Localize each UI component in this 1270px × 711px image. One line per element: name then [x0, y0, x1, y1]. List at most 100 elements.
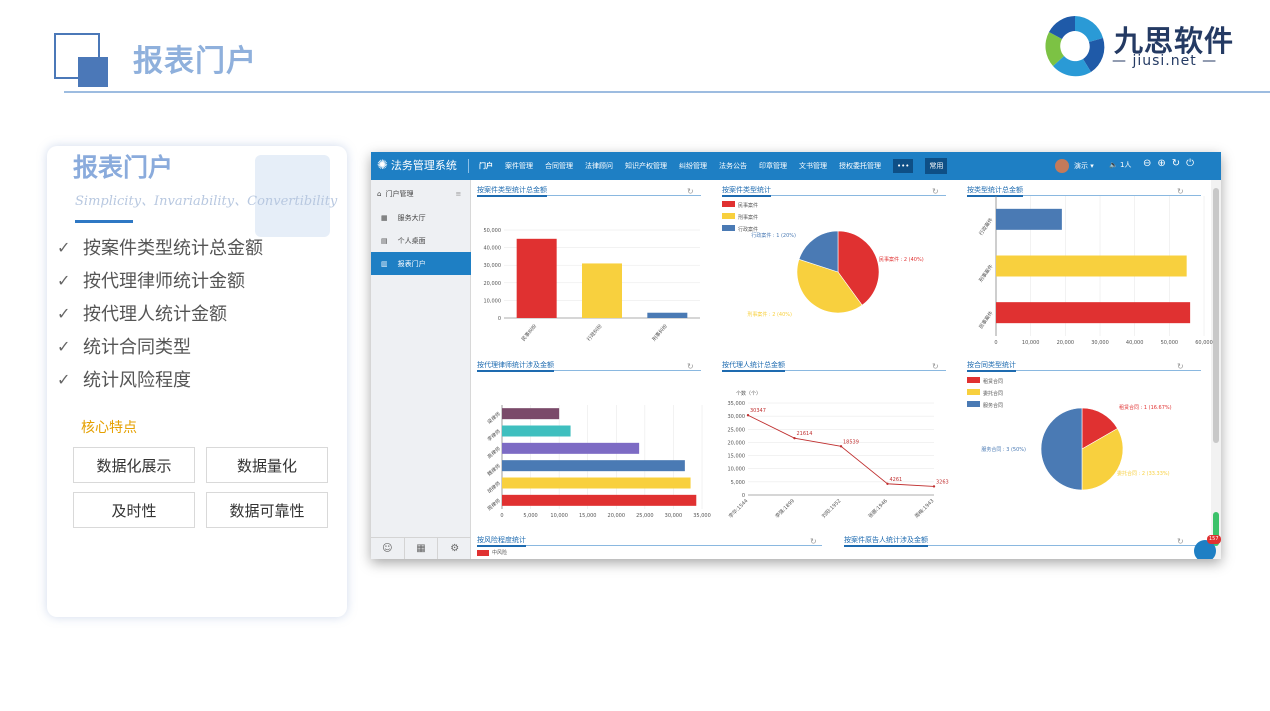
- menu-item-dispute[interactable]: 纠纷管理: [679, 162, 707, 170]
- y-tick-label: 30,000: [484, 263, 502, 269]
- panel-title-agent-amount: 按代理人统计总金额: [722, 360, 946, 372]
- avatar[interactable]: [1055, 159, 1069, 173]
- slice-label: 服务合同 : 3 (50%): [981, 446, 1026, 453]
- dashboard-charts: 0 10,000 20,000 30,000 40,000 50,000 民事纠纷 行政纠纷 刑…: [484, 196, 1213, 520]
- refresh-icon[interactable]: ↻: [1177, 537, 1184, 546]
- user-name[interactable]: 演示 ▾: [1074, 162, 1094, 170]
- y-tick-label: 20,000: [728, 440, 746, 446]
- refresh-icon[interactable]: ↻: [687, 187, 694, 196]
- scrollbar-thumb[interactable]: [1213, 188, 1219, 443]
- refresh-icon[interactable]: ↻: [932, 187, 939, 196]
- menu-item-notice[interactable]: 法务公告: [719, 162, 747, 170]
- menu-collapse-icon[interactable]: ≡: [455, 189, 462, 198]
- feature-button-reliability[interactable]: 数据可靠性: [206, 492, 328, 528]
- data-point: [746, 414, 750, 417]
- sidebar-item-report-portal[interactable]: ▥ 报表门户: [371, 252, 471, 275]
- bar: [502, 408, 560, 420]
- feature-item: ✓ 按案件类型统计总金额: [57, 237, 263, 260]
- sidebar-item-personal-desktop[interactable]: ▤ 个人桌面: [381, 236, 426, 245]
- menu-item-authorization[interactable]: 授权委托管理: [839, 162, 881, 170]
- bar: [516, 238, 557, 318]
- refresh-icon[interactable]: ↻: [932, 362, 939, 371]
- y-tick-label: 0: [742, 493, 745, 499]
- data-label: 30347: [750, 408, 766, 414]
- menu-item-seal[interactable]: 印章管理: [759, 162, 787, 170]
- notification-badge: 157: [1207, 535, 1221, 544]
- legend-swatch: [722, 213, 735, 219]
- bar: [502, 477, 691, 489]
- x-tick-label: 20,000: [608, 513, 626, 519]
- app-brand[interactable]: ✺ 法务管理系统: [377, 157, 457, 173]
- bar: [502, 494, 697, 506]
- x-tick-label: 10,000: [1022, 340, 1040, 346]
- apps-icon[interactable]: ▦: [405, 538, 439, 559]
- menu-item-counsel[interactable]: 法律顾问: [585, 162, 613, 170]
- x-tick-label: 25,000: [636, 513, 654, 519]
- menu-item-contract[interactable]: 合同管理: [545, 162, 573, 170]
- refresh-icon[interactable]: ↻: [1171, 158, 1181, 169]
- bar: [647, 312, 688, 318]
- report-icon: ▥: [381, 259, 388, 268]
- y-tick-label: 0: [498, 316, 501, 322]
- y-tick-label: 梁律师: [486, 411, 502, 426]
- x-tick-label: 李强:1899: [774, 497, 796, 519]
- feature-button-quantification[interactable]: 数据量化: [206, 447, 328, 483]
- refresh-icon[interactable]: ↻: [687, 362, 694, 371]
- layout-icon: ▤: [381, 236, 388, 245]
- card-accent-bar: [75, 220, 133, 223]
- pie-slice: [837, 230, 880, 306]
- y-tick-label: 高律师: [486, 445, 502, 460]
- menu-item-portal[interactable]: 门户: [479, 162, 493, 170]
- refresh-icon[interactable]: ↻: [1177, 187, 1184, 196]
- card-subtitle: Simplicity、Invariability、Convertibility: [75, 194, 338, 209]
- slice-label: 民事案件 : 2 (40%): [879, 256, 924, 263]
- y-tick-label: 10,000: [728, 467, 746, 473]
- bar: [582, 263, 622, 318]
- topbar-actions: ⊖ ⊕ ↻ ⏻: [1143, 158, 1194, 169]
- forward-icon[interactable]: ⊕: [1157, 158, 1166, 169]
- slice-label: 行政案件 : 1 (20%): [751, 232, 796, 239]
- legend-swatch: [722, 201, 735, 207]
- bar: [502, 442, 640, 454]
- panel-title-case-type: 按案件类型统计: [722, 185, 946, 197]
- menu-item-ip[interactable]: 知识产权管理: [625, 162, 667, 170]
- menu-favorites-button[interactable]: 常用: [925, 158, 948, 174]
- feature-button-visualization[interactable]: 数据化展示: [73, 447, 195, 483]
- feature-button-timeliness[interactable]: 及时性: [73, 492, 195, 528]
- panel-title-contract-type: 按合同类型统计: [967, 360, 1201, 372]
- bar: [502, 425, 571, 437]
- slide-title: 报表门户: [133, 44, 257, 79]
- legend-swatch: [967, 377, 980, 383]
- y-tick-label: 魏律师: [486, 463, 502, 478]
- sidebar-header[interactable]: ⌂ 门户管理 ≡: [377, 189, 462, 198]
- settings-icon[interactable]: ⚙: [450, 543, 460, 554]
- check-icon: ✓: [57, 336, 71, 356]
- grid-icon: ▦: [381, 213, 388, 222]
- bar: [996, 302, 1191, 324]
- y-tick-label: 20,000: [484, 281, 502, 287]
- refresh-icon[interactable]: ↻: [810, 537, 817, 546]
- series-line: [747, 414, 935, 487]
- legend-label: 民事案件: [738, 202, 758, 209]
- y-tick-label: 李律师: [486, 428, 502, 443]
- y-tick-label: 40,000: [484, 246, 502, 252]
- menu-item-case[interactable]: 案件管理: [505, 162, 533, 170]
- user-icon[interactable]: ☺: [371, 538, 405, 559]
- feature-item: ✓ 统计合同类型: [57, 336, 191, 359]
- app-sidebar: ⌂ 门户管理 ≡ ▦ 服务大厅 ▤ 个人桌面 ▥ 报表门户 ☺ ▦ ⚙: [371, 180, 471, 559]
- refresh-icon[interactable]: ↻: [1177, 362, 1184, 371]
- bar: [996, 208, 1062, 230]
- menu-item-document[interactable]: 文书管理: [799, 162, 827, 170]
- x-tick-label: 40,000: [1126, 340, 1144, 346]
- feature-item: ✓ 按代理律师统计金额: [57, 270, 245, 293]
- back-icon[interactable]: ⊖: [1143, 158, 1152, 169]
- online-count[interactable]: 🔈 1人: [1109, 161, 1132, 169]
- menu-more-button[interactable]: •••: [893, 159, 914, 173]
- home-icon: ⌂: [377, 189, 382, 198]
- power-icon[interactable]: ⏻: [1186, 158, 1195, 169]
- y-tick-label: 25,000: [728, 427, 746, 433]
- sidebar-item-service-hall[interactable]: ▦ 服务大厅: [381, 213, 426, 222]
- scrollbar[interactable]: [1211, 180, 1221, 559]
- chat-float-button[interactable]: [1194, 540, 1216, 559]
- x-tick-label: 李华:1544: [727, 497, 749, 519]
